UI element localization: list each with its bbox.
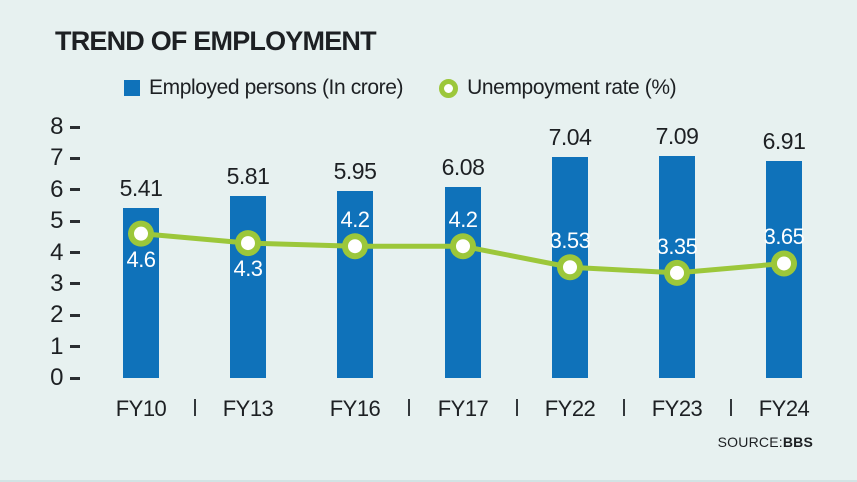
source-note: SOURCE:BBS xyxy=(718,434,813,450)
source-name: BBS xyxy=(782,434,813,450)
legend: Employed persons (In crore) Unempoyment … xyxy=(124,76,677,100)
bar-value-label: 5.95 xyxy=(333,158,377,185)
y-axis-tick-mark-icon xyxy=(70,345,80,349)
y-axis-tick-label: 1 xyxy=(50,332,63,360)
y-axis-tick-mark-icon xyxy=(70,282,80,286)
rate-value-label: 3.53 xyxy=(549,228,591,254)
x-axis-separator-icon xyxy=(408,399,410,416)
y-axis-tick-mark-icon xyxy=(70,188,80,192)
y-axis-tick-mark-icon xyxy=(70,125,80,129)
employed-persons-bar xyxy=(230,195,266,378)
y-axis-tick-mark-icon xyxy=(70,251,80,254)
chart-title: TREND OF EMPLOYMENT xyxy=(55,26,377,56)
employed-persons-bar xyxy=(337,191,373,378)
x-axis-category-label: FY22 xyxy=(544,396,596,421)
y-axis-tick-label: 8 xyxy=(50,113,63,140)
x-axis-separator-icon xyxy=(194,399,196,416)
employed-persons-bar xyxy=(445,187,481,378)
rate-value-label: 4.6 xyxy=(126,246,156,272)
x-axis-category-label: FY24 xyxy=(758,396,810,421)
y-axis-tick-mark-icon xyxy=(70,219,80,223)
x-axis-separator-icon xyxy=(623,399,625,416)
y-axis-tick-label: 6 xyxy=(50,175,63,203)
x-axis-category-label: FY10 xyxy=(115,396,167,421)
y-axis-tick-label: 0 xyxy=(50,364,63,391)
y-axis-tick-label: 5 xyxy=(50,207,63,235)
x-axis-category-label: FY13 xyxy=(222,396,274,421)
y-axis-tick-label: 4 xyxy=(50,238,63,266)
bar-value-label: 7.09 xyxy=(655,122,699,149)
legend-item-employed-persons: Employed persons (In crore) xyxy=(124,76,404,100)
rate-value-label: 4.2 xyxy=(340,207,370,233)
bar-value-label: 5.81 xyxy=(226,162,270,189)
line-series-swatch-icon xyxy=(439,78,459,98)
rate-value-label: 3.65 xyxy=(763,224,805,250)
x-axis-separator-icon xyxy=(730,399,732,416)
bar-value-label: 5.41 xyxy=(119,175,163,202)
bar-value-label: 7.04 xyxy=(548,124,592,151)
y-axis-tick-mark-icon xyxy=(70,376,80,380)
y-axis-tick-label: 7 xyxy=(50,144,63,172)
legend-label-employed-persons: Employed persons (In crore) xyxy=(149,76,404,99)
legend-item-unemployment-rate: Unempoyment rate (%) xyxy=(439,76,677,100)
x-axis-category-label: FY16 xyxy=(329,396,381,421)
rate-value-label: 4.3 xyxy=(233,256,263,282)
y-axis-tick-label: 2 xyxy=(50,301,63,329)
y-axis-tick-label: 3 xyxy=(50,269,63,297)
rate-value-label: 4.2 xyxy=(448,207,478,233)
x-axis-category-label: FY17 xyxy=(437,396,489,421)
x-axis-separator-icon xyxy=(516,399,518,416)
bar-series-swatch-icon xyxy=(124,80,140,96)
rate-value-label: 3.35 xyxy=(656,233,698,259)
x-axis-category-label: FY23 xyxy=(651,396,703,421)
source-prefix: SOURCE: xyxy=(717,434,783,450)
y-axis-tick-mark-icon xyxy=(70,313,80,317)
bar-value-label: 6.91 xyxy=(762,128,806,155)
y-axis-tick-mark-icon xyxy=(70,156,80,160)
bar-value-label: 6.08 xyxy=(441,154,485,181)
legend-label-unemployment-rate: Unempoyment rate (%) xyxy=(467,76,677,99)
